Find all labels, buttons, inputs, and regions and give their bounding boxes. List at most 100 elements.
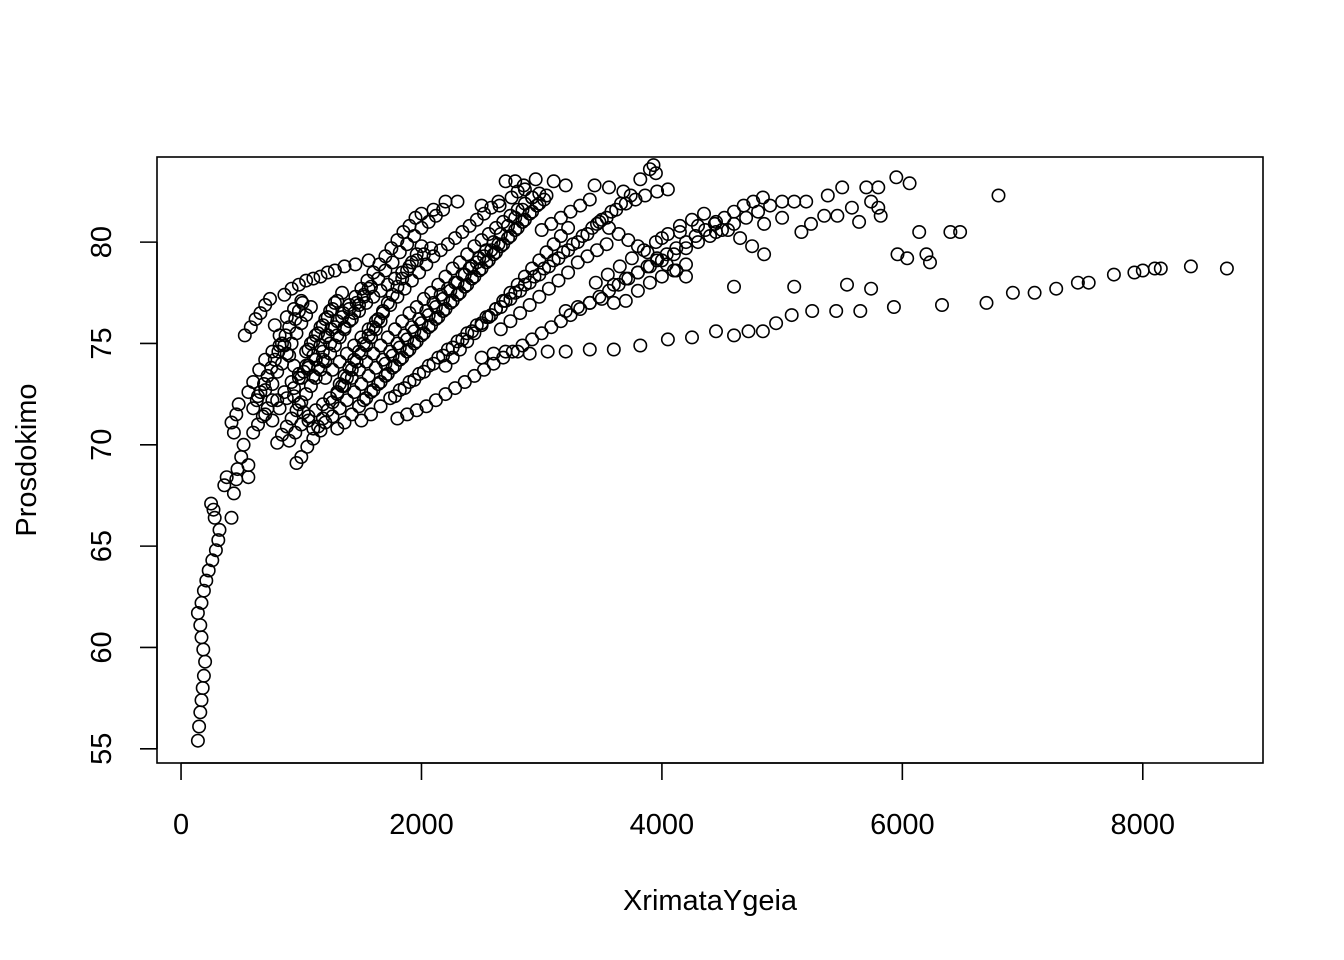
data-point	[196, 642, 211, 657]
data-point	[606, 277, 621, 292]
data-point	[539, 245, 554, 260]
data-point	[660, 227, 675, 242]
data-point	[991, 188, 1006, 203]
data-point	[493, 227, 508, 242]
data-point	[1153, 261, 1168, 276]
data-point	[445, 350, 460, 365]
data-point	[356, 393, 371, 408]
data-point	[588, 275, 603, 290]
data-point	[211, 533, 226, 548]
data-point	[839, 277, 854, 292]
plot-frame	[156, 156, 1264, 764]
data-point	[291, 397, 306, 412]
data-point	[320, 265, 335, 280]
data-point	[291, 370, 306, 385]
data-point	[229, 407, 244, 422]
data-point	[311, 326, 326, 341]
data-point	[296, 405, 311, 420]
data-point	[684, 330, 699, 345]
data-point	[642, 259, 657, 274]
data-point	[829, 303, 844, 318]
data-point	[279, 391, 294, 406]
data-point	[934, 297, 949, 312]
data-point	[198, 654, 213, 669]
data-point	[400, 332, 415, 347]
data-point	[306, 431, 321, 446]
data-point	[844, 200, 859, 215]
data-point	[327, 338, 342, 353]
data-point	[400, 237, 415, 252]
data-point	[192, 719, 207, 734]
data-point	[561, 243, 576, 258]
data-point	[852, 214, 867, 229]
data-point	[757, 216, 772, 231]
data-point	[755, 190, 770, 205]
data-point	[288, 425, 303, 440]
data-point	[616, 184, 631, 199]
data-point	[262, 291, 277, 306]
data-point	[243, 320, 258, 335]
data-point	[348, 257, 363, 272]
data-point	[638, 188, 653, 203]
data-point	[755, 324, 770, 339]
data-point	[291, 277, 306, 292]
data-point	[886, 299, 901, 314]
data-point	[335, 285, 350, 300]
data-point	[284, 281, 299, 296]
data-point	[525, 261, 540, 276]
data-point	[448, 381, 463, 396]
data-point	[414, 239, 429, 254]
data-point	[739, 210, 754, 225]
data-point	[599, 210, 614, 225]
data-point	[289, 403, 304, 418]
data-point	[902, 176, 917, 191]
data-point	[378, 356, 393, 371]
data-point	[267, 352, 282, 367]
data-point	[278, 328, 293, 343]
data-point	[492, 198, 507, 213]
data-point	[315, 411, 330, 426]
data-point	[775, 194, 790, 209]
data-point	[636, 243, 651, 258]
data-point	[400, 407, 415, 422]
data-point	[611, 227, 626, 242]
data-point	[400, 263, 415, 278]
data-point	[912, 225, 927, 240]
data-point	[395, 271, 410, 286]
data-point	[325, 395, 340, 410]
data-point	[633, 338, 648, 353]
data-point	[330, 387, 345, 402]
data-point	[646, 158, 661, 173]
data-point	[733, 231, 748, 246]
data-point	[835, 180, 850, 195]
data-point	[922, 255, 937, 270]
data-point	[205, 553, 220, 568]
data-point	[349, 354, 364, 369]
data-point	[190, 733, 205, 748]
data-point	[265, 413, 280, 428]
data-point	[260, 368, 275, 383]
data-point	[354, 376, 369, 391]
data-point	[306, 368, 321, 383]
data-point	[503, 291, 518, 306]
data-point	[194, 630, 209, 645]
data-point	[503, 285, 518, 300]
x-tick-label: 0	[173, 809, 189, 841]
data-point	[363, 407, 378, 422]
data-point	[347, 306, 362, 321]
data-point	[212, 522, 227, 537]
data-point	[1219, 261, 1234, 276]
data-point	[1127, 265, 1142, 280]
data-point	[508, 210, 523, 225]
data-point	[563, 308, 578, 323]
data-point	[332, 330, 347, 345]
data-point	[385, 287, 400, 302]
data-point	[196, 668, 211, 683]
data-point	[775, 210, 790, 225]
data-point	[864, 281, 879, 296]
data-point	[599, 237, 614, 252]
data-point	[540, 344, 555, 359]
data-point	[452, 342, 467, 357]
x-tick-label: 6000	[870, 809, 935, 841]
data-point	[612, 259, 627, 274]
